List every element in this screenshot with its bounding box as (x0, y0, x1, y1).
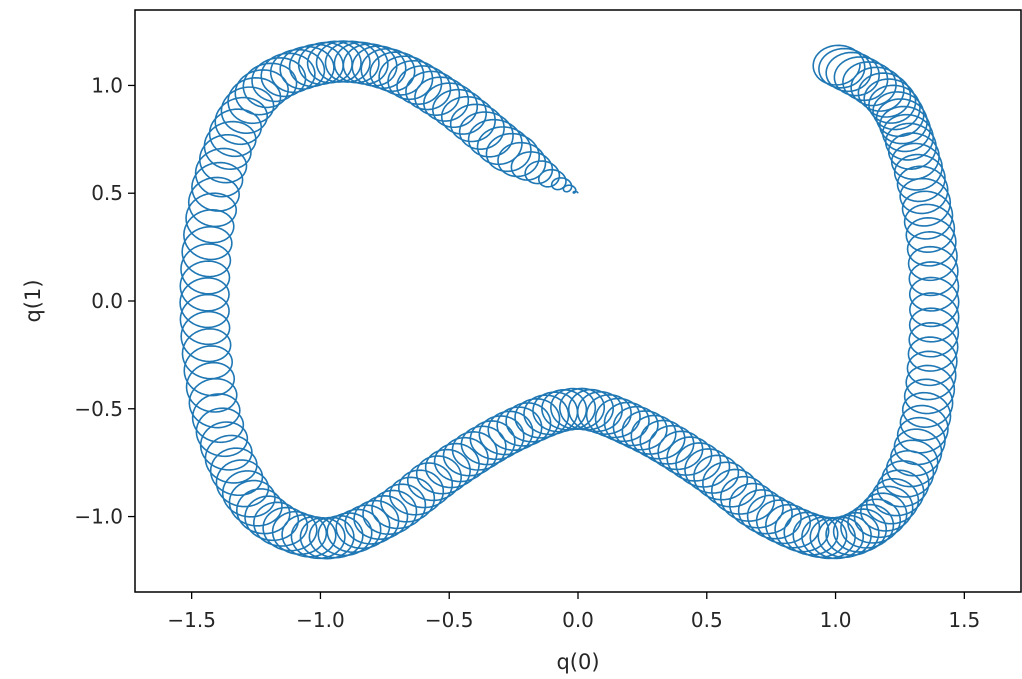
x-axis-ticks: −1.5 −1.0 −0.5 0.0 0.5 1.0 1.5 (167, 592, 980, 632)
x-tick-label: −1.0 (296, 608, 345, 632)
y-tick-label: 1.0 (91, 73, 123, 97)
x-tick-label: 1.0 (820, 608, 852, 632)
y-tick-label: −1.0 (74, 505, 123, 529)
y-axis-ticks: −1.0 −0.5 0.0 0.5 1.0 (74, 73, 135, 529)
x-axis-label: q(0) (556, 650, 599, 674)
trajectory-line (179, 40, 960, 560)
x-tick-label: −1.5 (167, 608, 216, 632)
x-tick-label: 0.0 (562, 608, 594, 632)
x-tick-label: −0.5 (425, 608, 474, 632)
y-tick-label: 0.0 (91, 289, 123, 313)
trajectory-series (179, 40, 960, 560)
y-tick-label: 0.5 (91, 181, 123, 205)
y-tick-label: −0.5 (74, 397, 123, 421)
x-tick-label: 1.5 (948, 608, 980, 632)
y-axis-label: q(1) (21, 279, 45, 322)
x-tick-label: 0.5 (691, 608, 723, 632)
